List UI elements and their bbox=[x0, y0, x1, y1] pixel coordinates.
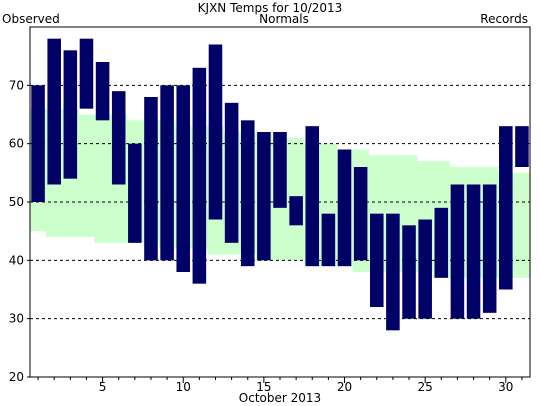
x-tick-label-25: 25 bbox=[418, 380, 433, 394]
observed-bar-day-29 bbox=[482, 184, 497, 313]
x-tick-label-20: 20 bbox=[337, 380, 352, 394]
observed-bar-day-1 bbox=[31, 85, 45, 202]
x-tick-label-5: 5 bbox=[99, 380, 107, 394]
observed-bar-day-9 bbox=[160, 85, 174, 261]
observed-bar-day-24 bbox=[402, 225, 416, 319]
normal-range-day-31 bbox=[513, 172, 531, 278]
observed-bars bbox=[31, 38, 529, 331]
normal-range-day-4 bbox=[78, 114, 95, 237]
y-tick-label-30: 30 bbox=[9, 312, 24, 326]
observed-bar-day-12 bbox=[208, 44, 223, 220]
observed-bar-day-17 bbox=[289, 196, 303, 226]
observed-bar-day-18 bbox=[305, 126, 320, 267]
observed-bar-day-16 bbox=[273, 132, 287, 208]
x-tick-label-10: 10 bbox=[176, 380, 191, 394]
x-axis: 5 10 15 20 25 30 bbox=[37, 377, 523, 394]
observed-bar-day-23 bbox=[386, 213, 400, 331]
y-tick-label-20: 20 bbox=[9, 370, 24, 384]
y-tick-label-70: 70 bbox=[9, 78, 24, 92]
x-axis-label: October 2013 bbox=[239, 391, 321, 405]
observed-bar-day-15 bbox=[257, 132, 271, 261]
observed-bar-day-13 bbox=[224, 102, 239, 243]
y-tick-label-60: 60 bbox=[9, 137, 24, 151]
legend-normals: Normals bbox=[259, 12, 309, 26]
observed-bar-day-20 bbox=[337, 149, 352, 267]
observed-bar-day-2 bbox=[47, 38, 61, 185]
observed-bar-day-11 bbox=[192, 67, 207, 284]
observed-bar-day-3 bbox=[63, 50, 78, 179]
observed-bar-day-31 bbox=[515, 126, 529, 167]
chart-title: KJXN Temps for 10/2013 bbox=[198, 1, 343, 15]
observed-bar-day-26 bbox=[434, 207, 449, 278]
y-axis: 20 30 40 50 60 70 bbox=[9, 78, 30, 384]
observed-bar-day-21 bbox=[353, 167, 368, 261]
observed-bar-day-10 bbox=[176, 85, 190, 272]
observed-bar-day-4 bbox=[79, 38, 94, 109]
x-tick-label-30: 30 bbox=[498, 380, 513, 394]
y-tick-label-50: 50 bbox=[9, 195, 24, 209]
y-tick-label-40: 40 bbox=[9, 253, 24, 267]
legend-records: Records bbox=[480, 12, 528, 26]
observed-bar-day-22 bbox=[370, 213, 384, 307]
observed-bar-day-5 bbox=[95, 62, 110, 121]
observed-bar-day-6 bbox=[111, 91, 126, 185]
observed-bar-day-19 bbox=[321, 213, 336, 267]
normal-range-day-5 bbox=[94, 114, 112, 243]
x-tick-label-15: 15 bbox=[256, 380, 271, 394]
observed-bar-day-7 bbox=[128, 143, 142, 243]
observed-bar-day-27 bbox=[450, 184, 465, 319]
observed-bar-day-14 bbox=[240, 120, 255, 267]
legend-observed: Observed bbox=[2, 12, 60, 26]
observed-bar-day-30 bbox=[499, 126, 513, 290]
observed-bar-day-25 bbox=[418, 219, 432, 319]
observed-bar-day-8 bbox=[144, 97, 158, 261]
observed-bar-day-28 bbox=[466, 184, 481, 319]
